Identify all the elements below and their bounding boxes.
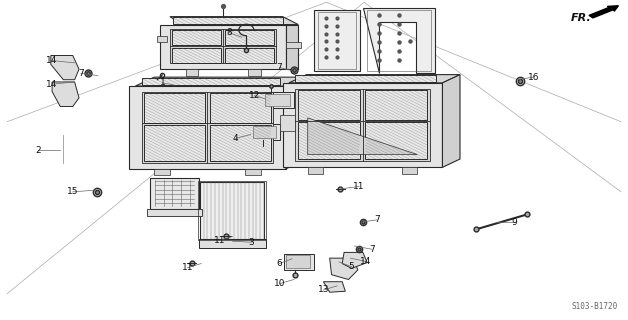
Bar [367,10,431,71]
Polygon shape [283,83,443,167]
Bar [265,94,290,106]
Text: 11: 11 [354,182,365,191]
Bar [250,124,280,140]
Text: 6: 6 [277,259,283,268]
Polygon shape [154,169,170,175]
Text: 4: 4 [233,134,239,143]
Bar [198,239,266,248]
Polygon shape [248,69,261,76]
Polygon shape [170,17,298,25]
Bar [252,125,276,138]
Polygon shape [323,282,345,292]
Polygon shape [363,8,435,73]
Text: 14: 14 [46,80,58,89]
Bar [142,78,279,85]
Text: 16: 16 [528,73,539,82]
Text: 7: 7 [374,215,379,224]
Text: 9: 9 [512,218,517,227]
Polygon shape [286,42,301,49]
Bar [170,29,276,63]
Bar [295,89,430,161]
Bar [365,123,428,159]
Text: 14: 14 [46,56,58,65]
Bar [150,178,198,209]
Text: 7: 7 [78,69,84,78]
Bar [172,48,220,63]
FancyArrow shape [589,6,619,18]
Text: 1: 1 [160,78,165,87]
Bar [198,181,266,240]
Text: 10: 10 [274,279,285,288]
Text: 13: 13 [318,285,329,294]
Polygon shape [308,167,323,174]
Polygon shape [330,258,358,279]
Text: 12: 12 [249,91,260,100]
Polygon shape [51,55,79,80]
Bar [284,254,314,270]
Polygon shape [185,69,198,76]
Polygon shape [289,75,460,83]
Polygon shape [402,167,418,174]
Bar [286,255,310,268]
Bar [298,90,360,120]
Bar [142,92,273,163]
Text: 11: 11 [214,236,225,245]
Text: 15: 15 [67,188,78,196]
Text: 3: 3 [249,238,254,247]
Polygon shape [161,25,286,69]
Bar [225,48,274,63]
Text: 5: 5 [349,262,354,271]
Bar [365,90,428,120]
Bar [314,10,360,71]
Polygon shape [443,75,460,167]
Polygon shape [286,77,305,169]
Text: 14: 14 [360,257,371,266]
Polygon shape [158,36,167,42]
Bar [210,93,271,123]
Polygon shape [129,86,286,169]
Polygon shape [342,252,367,268]
Polygon shape [52,82,79,107]
Bar [318,12,356,69]
Bar [172,30,220,45]
Bar [144,125,205,161]
Bar [298,123,360,159]
Bar [210,125,271,161]
Bar [263,92,294,108]
Polygon shape [279,115,311,131]
Text: 2: 2 [35,146,41,155]
Bar [225,30,274,45]
Polygon shape [245,169,261,175]
Polygon shape [308,118,418,155]
Bar [147,209,202,216]
Text: 7: 7 [369,245,374,254]
Bar [173,17,283,24]
Text: 7: 7 [277,63,283,72]
Polygon shape [136,77,305,86]
Polygon shape [286,25,298,69]
Text: 11: 11 [181,263,193,272]
Bar [295,75,436,82]
Bar [144,93,205,123]
Text: S103-B1720: S103-B1720 [571,302,618,311]
Text: FR.: FR. [571,13,592,23]
Bar [200,182,264,239]
Text: 8: 8 [227,28,232,37]
